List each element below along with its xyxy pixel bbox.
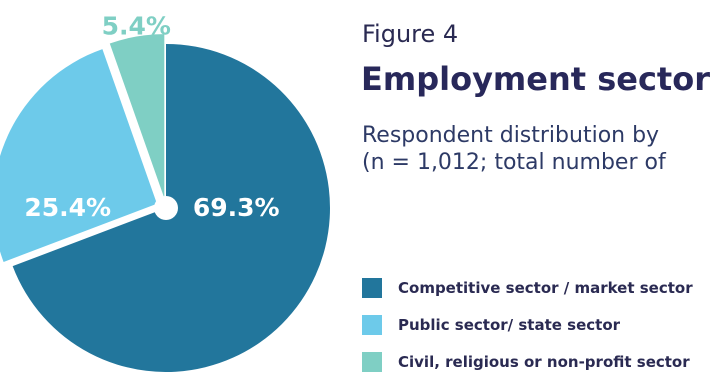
legend-item-public: Public sector/ state sector xyxy=(362,315,693,335)
chart-title: Employment sector xyxy=(361,60,710,98)
slice-value-label-0: 69.3% xyxy=(193,193,280,222)
figure-label: Figure 4 xyxy=(362,20,459,48)
slice-value-label-2: 5.4% xyxy=(102,12,171,41)
pie-slice-2 xyxy=(109,34,165,199)
legend-item-competitive: Competitive sector / market sector xyxy=(362,278,693,298)
pie-chart: 69.3% 25.4% 5.4% xyxy=(0,12,330,372)
subtitle-line-2: (n = 1,012; total number of xyxy=(362,150,666,175)
subtitle-line-1: Respondent distribution by xyxy=(362,123,660,148)
legend-swatch-civil xyxy=(362,352,382,372)
pie-center-dot xyxy=(154,196,178,220)
legend: Competitive sector / market sector Publi… xyxy=(362,278,693,389)
chart-subtitle: Respondent distribution by (n = 1,012; t… xyxy=(362,122,666,176)
slice-value-label-1: 25.4% xyxy=(24,193,111,222)
legend-swatch-public xyxy=(362,315,382,335)
legend-swatch-competitive xyxy=(362,278,382,298)
legend-label-competitive: Competitive sector / market sector xyxy=(398,279,693,297)
pie-slice-1 xyxy=(0,49,157,262)
legend-label-public: Public sector/ state sector xyxy=(398,316,621,334)
legend-label-civil: Civil, religious or non-profit sector xyxy=(398,353,690,371)
legend-item-civil: Civil, religious or non-profit sector xyxy=(362,352,693,372)
